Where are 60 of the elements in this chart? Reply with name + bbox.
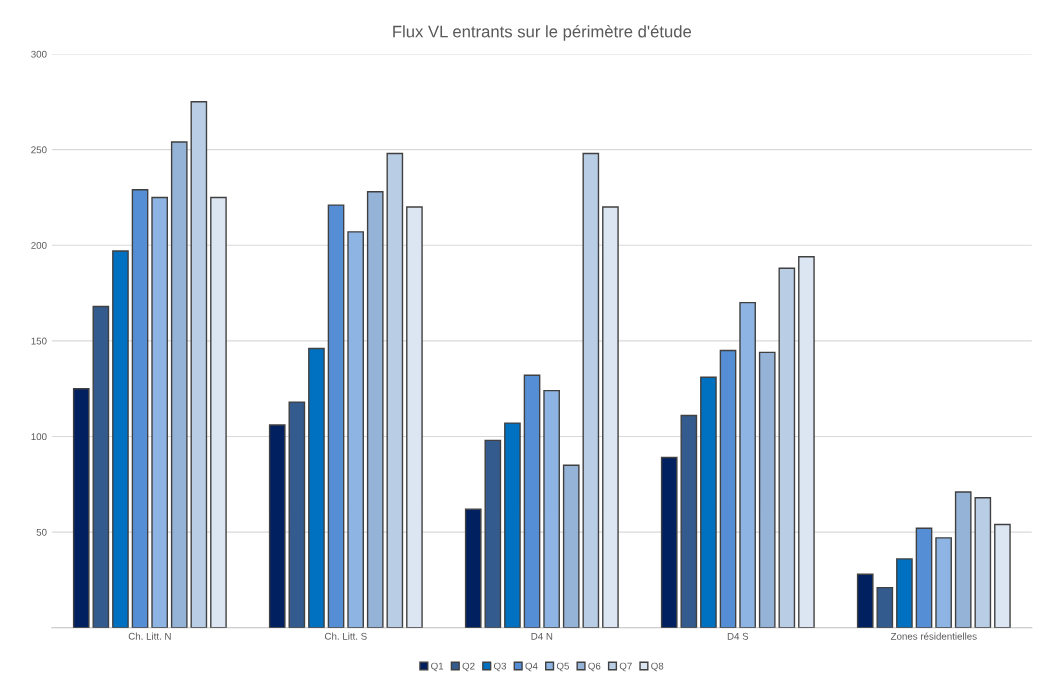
bar [464,508,482,628]
bar [680,414,698,628]
legend-label: Q4 [525,662,538,672]
bar [92,305,110,628]
x-tick-label: Ch. Litt. N [128,632,171,640]
bar [210,196,227,628]
bar [523,374,541,628]
y-tick-label: 300 [31,50,47,58]
bar [347,231,364,628]
legend-label: Q7 [619,662,632,672]
legend-label: Q5 [556,662,569,672]
bar [288,401,306,628]
bar [876,586,894,628]
y-tick-label: 50 [36,528,47,536]
bar [504,422,521,628]
x-tick-label: Zones résidentielles [890,632,977,640]
x-tick-label: D4 S [727,632,749,640]
y-tick-label: 200 [31,241,47,249]
bar [543,389,560,628]
bar [739,301,756,628]
bar [308,347,325,628]
bar [798,256,815,628]
bar [268,424,286,628]
bar [660,456,678,628]
legend-label: Q8 [651,662,664,672]
y-tick-label: 150 [31,337,47,345]
bar [190,101,208,628]
legend-label: Q1 [431,662,444,672]
y-tick-label: 100 [31,433,47,441]
bar [719,349,737,628]
bar [582,152,600,628]
bar [778,267,796,628]
legend-label: Q6 [588,662,601,672]
bar [602,206,619,628]
bar [896,558,913,628]
bar [700,376,717,628]
bar [366,191,384,628]
bar [994,523,1011,628]
bar [562,464,580,628]
legend-label: Q3 [493,662,507,672]
bar [151,196,168,628]
bar [974,497,992,628]
bar [484,439,502,628]
bar [131,189,149,628]
bar [386,152,404,628]
bar [112,250,129,628]
legend-label: Q2 [462,662,475,672]
x-tick-label: Ch. Litt. S [324,632,367,640]
bar [915,527,933,628]
bar [954,491,972,628]
bar [856,573,874,628]
bar [327,204,345,628]
bar [170,141,188,628]
bar [758,351,776,628]
x-tick-label: D4 N [531,632,553,640]
y-tick-label: 250 [31,146,47,154]
bar [935,537,952,628]
chart-title: Flux VL entrants sur le périmètre d'étude [393,25,692,41]
bar [72,387,90,628]
bar [406,206,423,628]
